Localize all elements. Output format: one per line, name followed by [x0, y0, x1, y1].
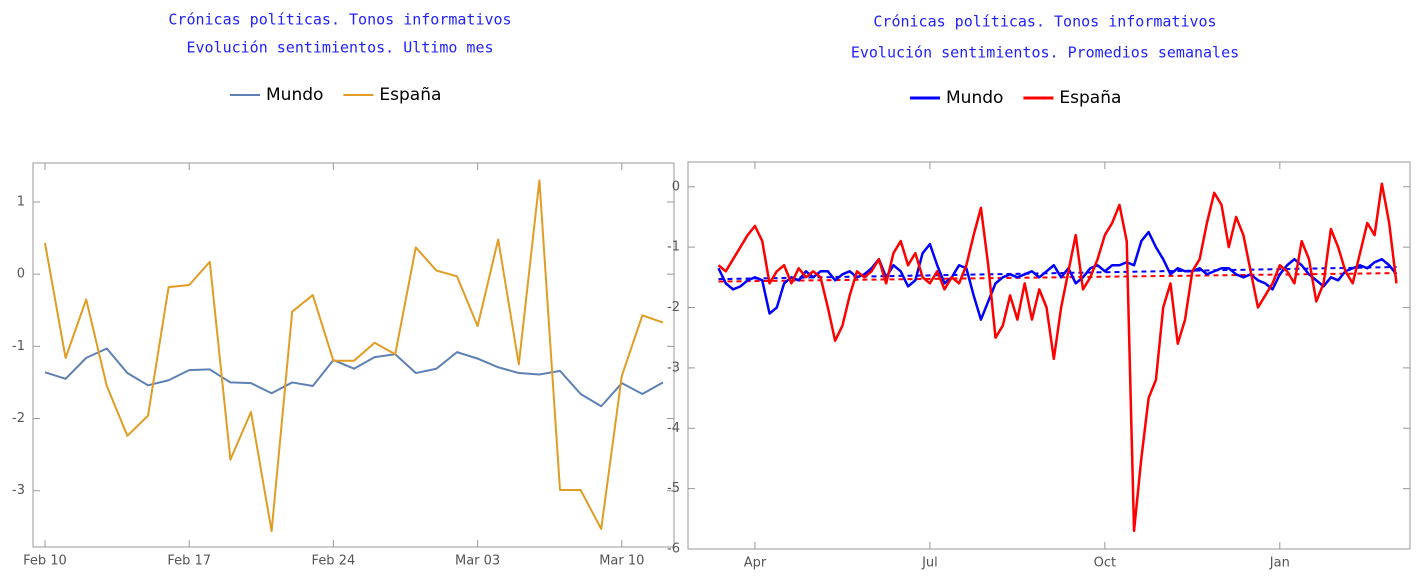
chart-title: Crónicas políticas. Tonos informativos: [873, 13, 1216, 31]
y-tick-label: -2: [12, 411, 25, 426]
chart-title: Crónicas políticas. Tonos informativos: [168, 11, 511, 29]
y-tick-label: -3: [667, 360, 680, 375]
y-tick-label: -2: [667, 300, 680, 315]
y-tick-label: -6: [667, 542, 680, 557]
y-tick-label: -5: [667, 481, 680, 496]
y-tick-label: -1: [12, 339, 25, 354]
x-tick-label: Oct: [1094, 556, 1116, 571]
plot-frame: [687, 161, 1411, 550]
series-line: [44, 179, 664, 533]
y-tick-label: -4: [667, 421, 680, 436]
legend-label: Mundo: [266, 85, 323, 105]
legend-label: España: [1059, 88, 1121, 108]
x-tick-label: Feb 17: [167, 554, 211, 569]
y-tick-label: -1: [667, 240, 680, 255]
chart-subtitle: Evolución sentimientos. Promedios semana…: [851, 44, 1239, 62]
y-tick-label: 0: [672, 179, 680, 194]
x-tick-label: Apr: [744, 556, 767, 571]
legend-label: Mundo: [946, 88, 1003, 108]
chart-subtitle: Evolución sentimientos. Ultimo mes: [186, 39, 493, 57]
x-tick-label: Mar 10: [599, 554, 644, 569]
legend-label: España: [379, 85, 441, 105]
x-tick-label: Jul: [921, 556, 938, 571]
series-line: [717, 182, 1398, 533]
x-tick-label: Feb 10: [23, 554, 67, 569]
y-tick-label: 1: [17, 194, 25, 209]
x-tick-label: Jan: [1269, 556, 1290, 571]
series-line: [44, 347, 664, 408]
x-tick-label: Mar 03: [455, 554, 500, 569]
x-tick-label: Feb 24: [312, 554, 356, 569]
y-tick-label: -3: [12, 483, 25, 498]
y-tick-label: 0: [17, 267, 25, 282]
plot-frame: [32, 162, 675, 548]
